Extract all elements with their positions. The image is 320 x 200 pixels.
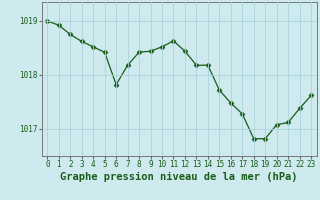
X-axis label: Graphe pression niveau de la mer (hPa): Graphe pression niveau de la mer (hPa) bbox=[60, 172, 298, 182]
